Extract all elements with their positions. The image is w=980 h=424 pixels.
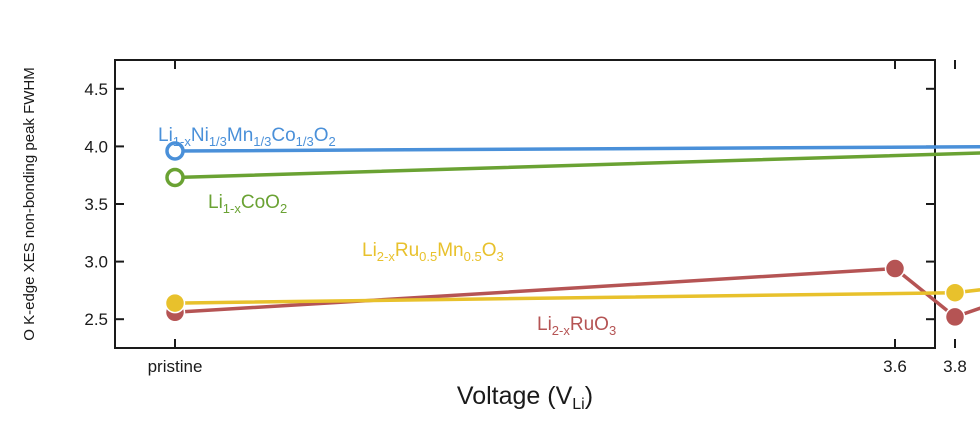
x-tick-label: pristine — [148, 357, 203, 376]
data-point — [165, 167, 185, 188]
y-axis-label: O K-edge XES non-bonding peak FWHM — [21, 67, 38, 340]
data-point — [884, 258, 906, 279]
y-tick-label: 2.5 — [84, 310, 108, 329]
series-label-lrmo: Li2-xRu0.5Mn0.5O3 — [362, 240, 504, 264]
series-lro — [164, 258, 980, 328]
x-axis-label: Voltage (VLi) — [457, 382, 593, 413]
series-label-nmc: Li1-xNi1/3Mn1/3Co1/3O2 — [158, 125, 336, 149]
data-point — [164, 292, 186, 314]
y-tick-label: 3.0 — [84, 253, 108, 272]
x-tick-label: 3.6 — [883, 357, 907, 376]
series-line-lrmo — [174, 288, 980, 305]
series-label-lco: Li1-xCoO2 — [208, 192, 287, 216]
data-point — [944, 306, 966, 328]
y-tick-label: 4.0 — [84, 137, 108, 156]
series-line-nmc — [174, 144, 980, 153]
series-labels: Li1-xNi1/3Mn1/3Co1/3O2 Li1-xCoO2 Li2-xRu0.… — [158, 125, 616, 338]
series-lco — [165, 151, 980, 188]
y-tick-label: 3.5 — [84, 195, 108, 214]
series-lrmo — [164, 282, 980, 314]
y-tick-label: 4.5 — [84, 80, 108, 99]
series-line-lco — [174, 151, 980, 180]
data-point — [944, 282, 966, 303]
series-label-lro: Li2-xRuO3 — [537, 314, 616, 338]
series-line-lro — [174, 266, 980, 319]
series-layer — [164, 141, 980, 328]
series-nmc — [165, 141, 980, 161]
data-point — [165, 141, 185, 161]
x-tick-label: 3.8 — [943, 357, 967, 376]
